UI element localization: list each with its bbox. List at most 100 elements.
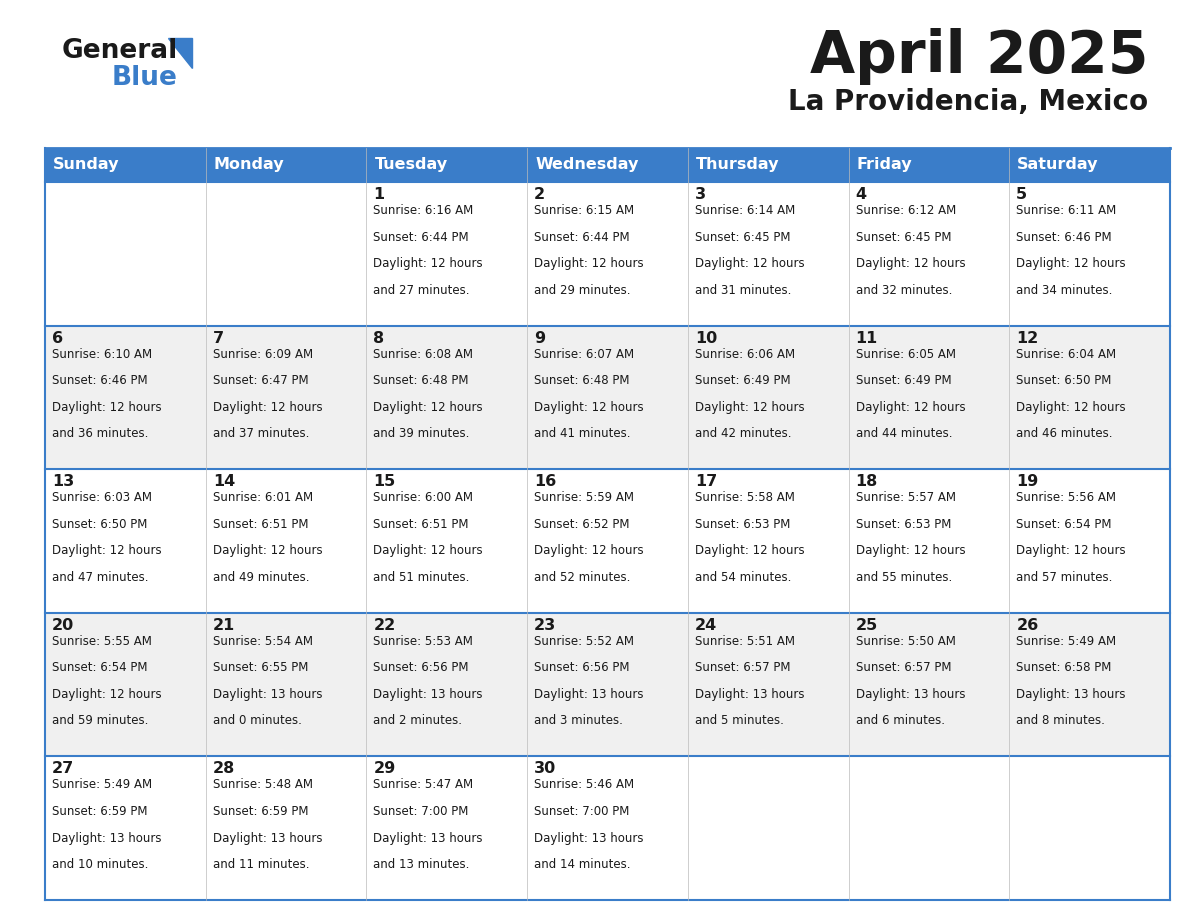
Text: 24: 24 (695, 618, 718, 633)
Text: Sunrise: 6:09 AM: Sunrise: 6:09 AM (213, 348, 312, 361)
Text: Sunrise: 6:00 AM: Sunrise: 6:00 AM (373, 491, 474, 504)
Text: and 41 minutes.: and 41 minutes. (535, 427, 631, 441)
Bar (206, 469, 366, 613)
Bar (688, 756, 848, 900)
Text: Daylight: 12 hours: Daylight: 12 hours (373, 257, 484, 270)
Text: Daylight: 12 hours: Daylight: 12 hours (855, 544, 965, 557)
Bar (527, 148, 688, 182)
Text: 4: 4 (855, 187, 867, 202)
Text: Daylight: 13 hours: Daylight: 13 hours (695, 688, 804, 701)
Bar (206, 613, 366, 756)
Text: La Providencia, Mexico: La Providencia, Mexico (788, 88, 1148, 116)
Text: Daylight: 13 hours: Daylight: 13 hours (535, 832, 644, 845)
Text: Daylight: 12 hours: Daylight: 12 hours (695, 544, 804, 557)
Text: Sunset: 6:59 PM: Sunset: 6:59 PM (52, 805, 147, 818)
Text: Daylight: 12 hours: Daylight: 12 hours (695, 257, 804, 270)
Text: and 32 minutes.: and 32 minutes. (855, 284, 952, 297)
Text: Sunrise: 5:56 AM: Sunrise: 5:56 AM (1016, 491, 1117, 504)
Bar (366, 326, 527, 469)
Text: and 46 minutes.: and 46 minutes. (1016, 427, 1113, 441)
Text: 7: 7 (213, 330, 223, 345)
Text: 3: 3 (695, 187, 706, 202)
Bar (688, 182, 848, 326)
Text: Sunrise: 6:15 AM: Sunrise: 6:15 AM (535, 204, 634, 217)
Text: Sunset: 6:50 PM: Sunset: 6:50 PM (1016, 375, 1112, 387)
Text: 13: 13 (52, 475, 74, 489)
Text: Daylight: 12 hours: Daylight: 12 hours (1016, 401, 1126, 414)
Text: Monday: Monday (214, 158, 284, 173)
Text: Daylight: 13 hours: Daylight: 13 hours (213, 688, 322, 701)
Text: Sunset: 6:49 PM: Sunset: 6:49 PM (855, 375, 952, 387)
Text: 17: 17 (695, 475, 718, 489)
Text: Sunset: 6:55 PM: Sunset: 6:55 PM (213, 661, 308, 675)
Bar (688, 613, 848, 756)
Text: and 6 minutes.: and 6 minutes. (855, 714, 944, 727)
Text: and 8 minutes.: and 8 minutes. (1016, 714, 1105, 727)
Text: Sunrise: 5:51 AM: Sunrise: 5:51 AM (695, 635, 795, 648)
Text: Sunset: 6:54 PM: Sunset: 6:54 PM (52, 661, 147, 675)
Text: Sunset: 6:59 PM: Sunset: 6:59 PM (213, 805, 308, 818)
Text: Daylight: 12 hours: Daylight: 12 hours (535, 544, 644, 557)
Text: and 34 minutes.: and 34 minutes. (1016, 284, 1113, 297)
Text: Daylight: 12 hours: Daylight: 12 hours (213, 401, 322, 414)
Text: and 0 minutes.: and 0 minutes. (213, 714, 302, 727)
Bar (366, 469, 527, 613)
Text: 30: 30 (535, 761, 556, 777)
Text: Daylight: 12 hours: Daylight: 12 hours (535, 401, 644, 414)
Text: 9: 9 (535, 330, 545, 345)
Text: and 49 minutes.: and 49 minutes. (213, 571, 309, 584)
Text: Daylight: 12 hours: Daylight: 12 hours (535, 257, 644, 270)
Bar (848, 469, 1010, 613)
Bar (366, 756, 527, 900)
Text: Sunset: 6:46 PM: Sunset: 6:46 PM (1016, 230, 1112, 243)
Text: Sunrise: 6:10 AM: Sunrise: 6:10 AM (52, 348, 152, 361)
Text: Sunrise: 5:50 AM: Sunrise: 5:50 AM (855, 635, 955, 648)
Text: Sunrise: 5:54 AM: Sunrise: 5:54 AM (213, 635, 312, 648)
Text: Sunrise: 5:58 AM: Sunrise: 5:58 AM (695, 491, 795, 504)
Text: Thursday: Thursday (696, 158, 779, 173)
Text: Daylight: 12 hours: Daylight: 12 hours (1016, 544, 1126, 557)
Bar (1010, 182, 1170, 326)
Text: 6: 6 (52, 330, 63, 345)
Text: Daylight: 12 hours: Daylight: 12 hours (52, 401, 162, 414)
Bar (45, 326, 206, 469)
Text: Wednesday: Wednesday (535, 158, 639, 173)
Text: Sunset: 6:51 PM: Sunset: 6:51 PM (373, 518, 469, 531)
Bar (366, 148, 527, 182)
Text: Sunrise: 5:49 AM: Sunrise: 5:49 AM (1016, 635, 1117, 648)
Bar (688, 326, 848, 469)
Text: Daylight: 12 hours: Daylight: 12 hours (52, 544, 162, 557)
Text: and 11 minutes.: and 11 minutes. (213, 858, 309, 871)
Text: Daylight: 13 hours: Daylight: 13 hours (213, 832, 322, 845)
Text: Sunrise: 5:59 AM: Sunrise: 5:59 AM (535, 491, 634, 504)
Text: and 59 minutes.: and 59 minutes. (52, 714, 148, 727)
Text: Sunset: 6:49 PM: Sunset: 6:49 PM (695, 375, 790, 387)
Text: 8: 8 (373, 330, 385, 345)
Bar (45, 148, 206, 182)
Text: Tuesday: Tuesday (374, 158, 448, 173)
Text: 18: 18 (855, 475, 878, 489)
Text: 23: 23 (535, 618, 556, 633)
Text: 12: 12 (1016, 330, 1038, 345)
Text: and 31 minutes.: and 31 minutes. (695, 284, 791, 297)
Bar (688, 148, 848, 182)
Text: Sunrise: 5:53 AM: Sunrise: 5:53 AM (373, 635, 473, 648)
Bar (848, 148, 1010, 182)
Text: 11: 11 (855, 330, 878, 345)
Text: Sunrise: 6:05 AM: Sunrise: 6:05 AM (855, 348, 955, 361)
Text: 28: 28 (213, 761, 235, 777)
Text: Sunset: 6:44 PM: Sunset: 6:44 PM (535, 230, 630, 243)
Text: Sunset: 6:53 PM: Sunset: 6:53 PM (695, 518, 790, 531)
Bar (527, 182, 688, 326)
Text: Sunrise: 6:16 AM: Sunrise: 6:16 AM (373, 204, 474, 217)
Text: Sunrise: 5:46 AM: Sunrise: 5:46 AM (535, 778, 634, 791)
Bar (527, 469, 688, 613)
Text: Sunset: 6:56 PM: Sunset: 6:56 PM (373, 661, 469, 675)
Text: Sunrise: 6:04 AM: Sunrise: 6:04 AM (1016, 348, 1117, 361)
Bar (45, 613, 206, 756)
Bar (45, 756, 206, 900)
Bar (1010, 148, 1170, 182)
Bar (206, 148, 366, 182)
Text: Saturday: Saturday (1017, 158, 1099, 173)
Bar (527, 756, 688, 900)
